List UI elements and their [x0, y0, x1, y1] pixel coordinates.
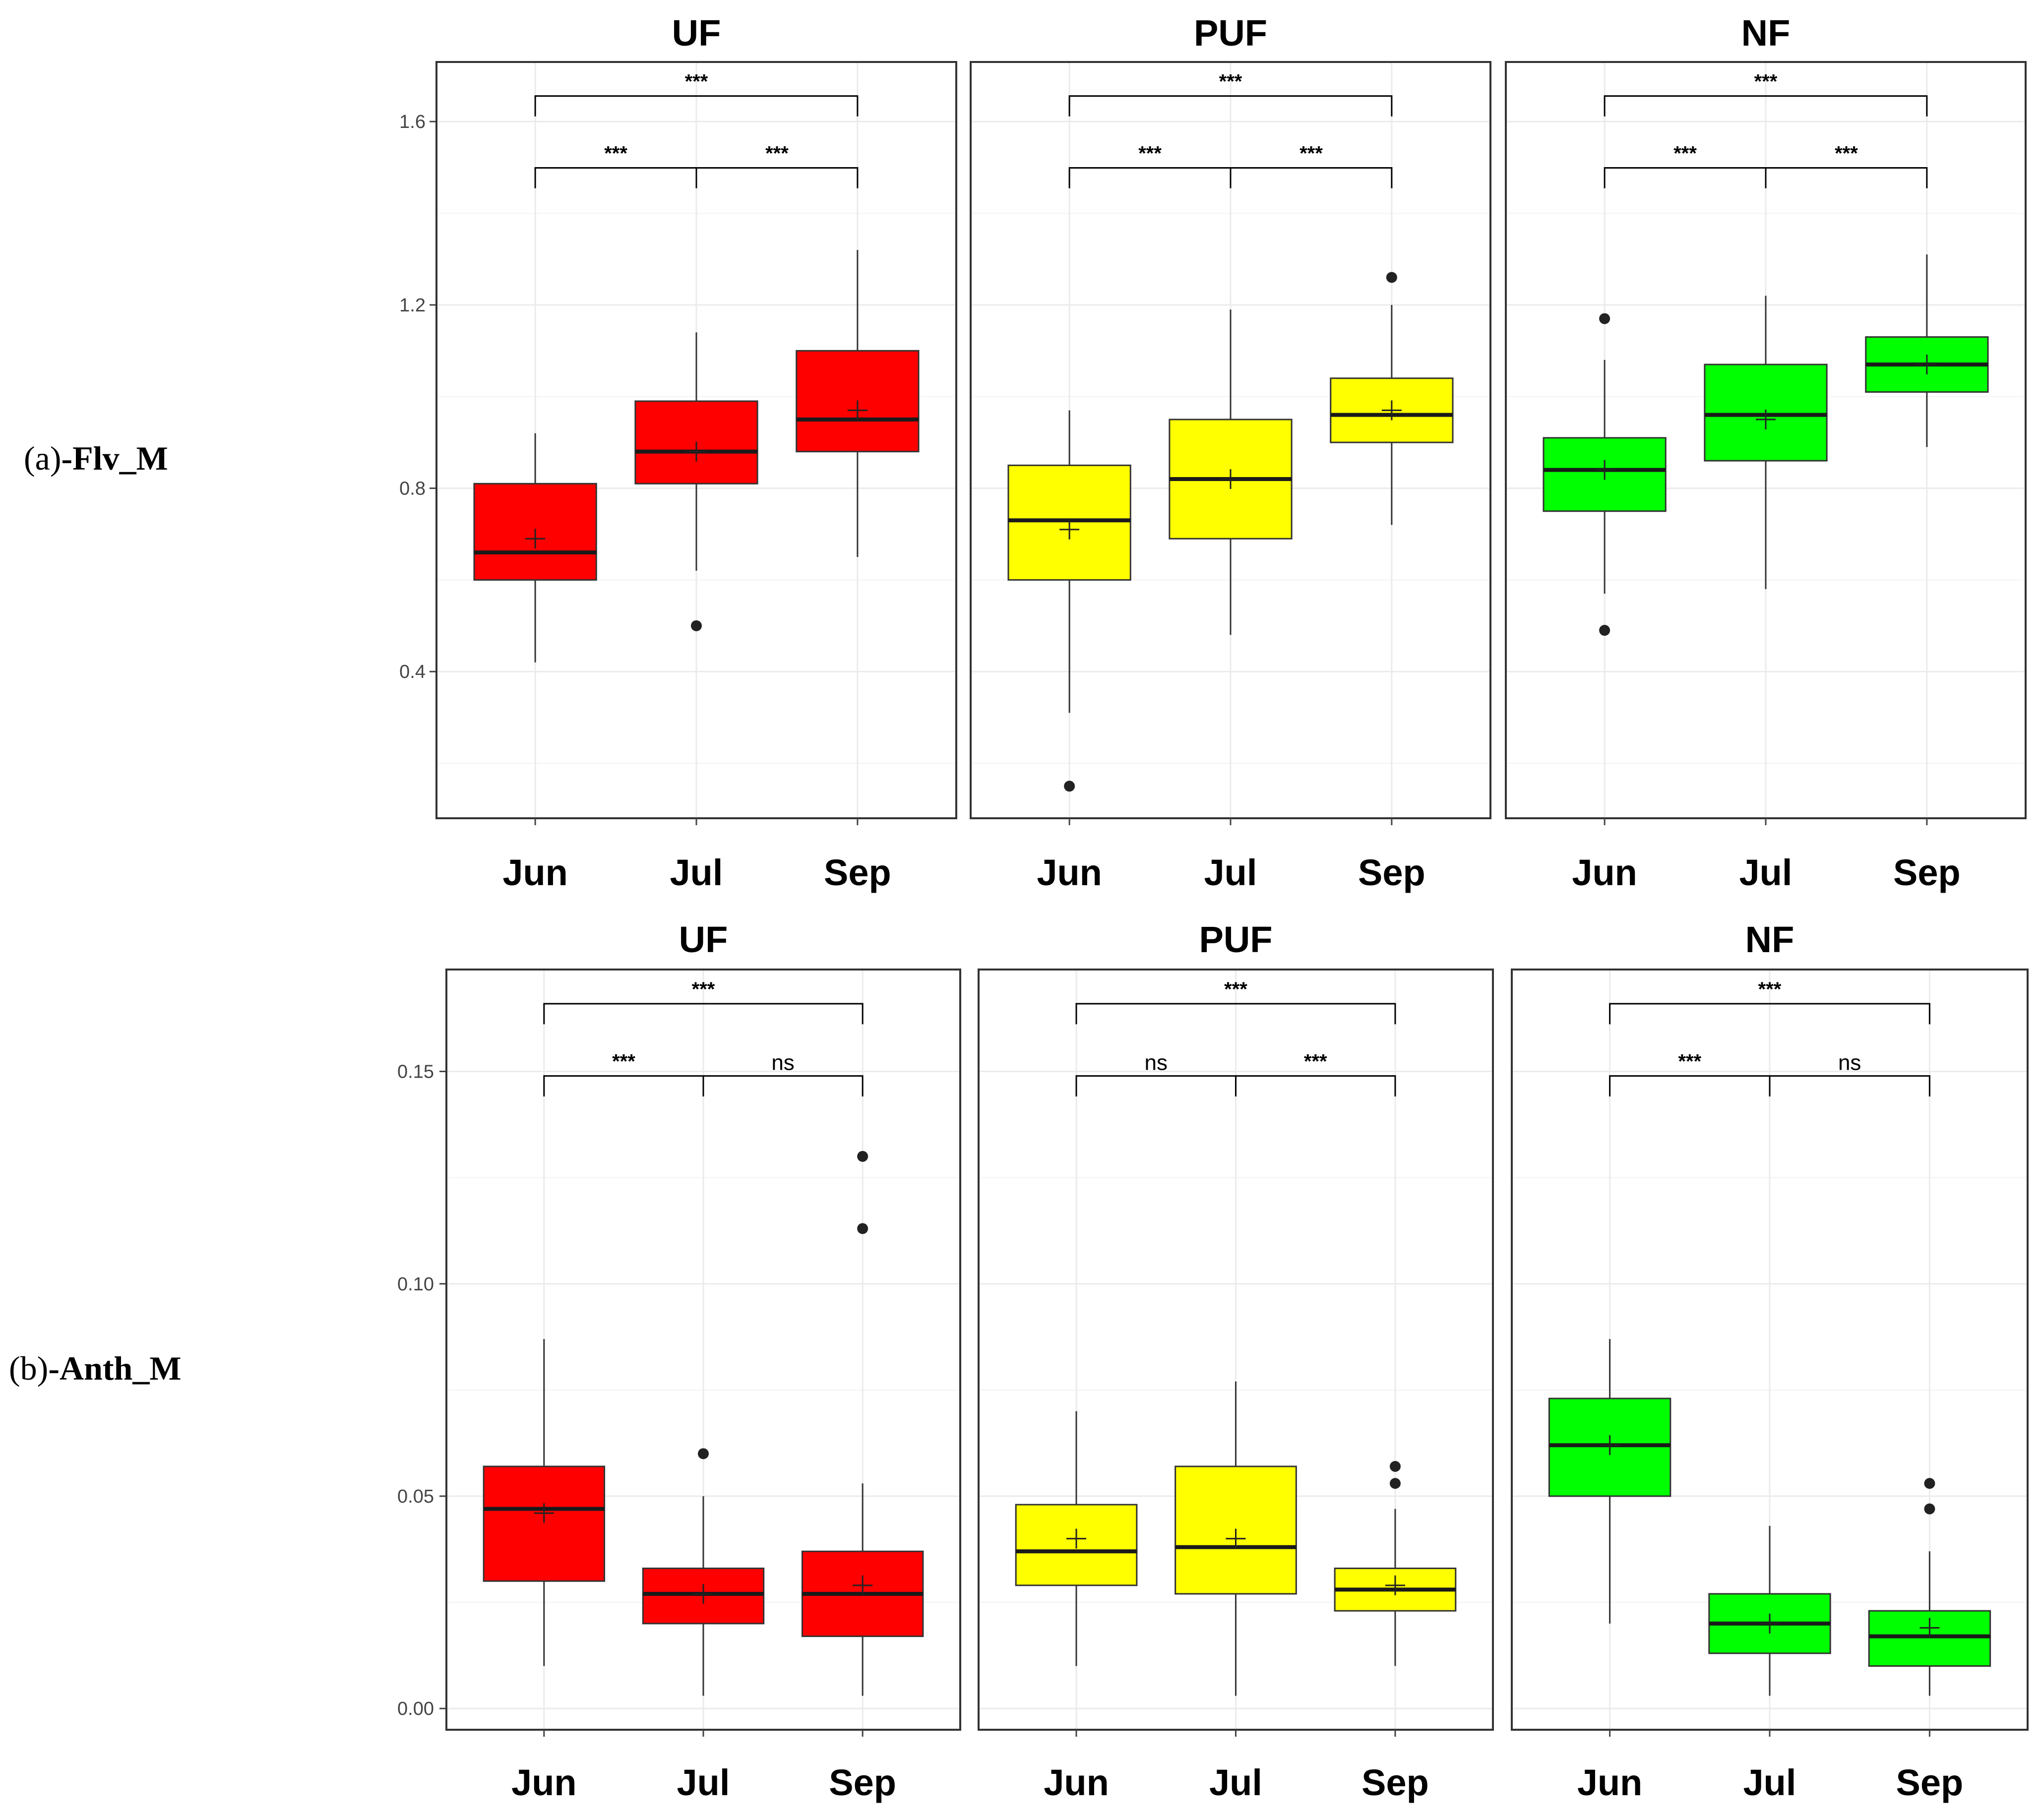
panel-uf: *** *** *** Jun Jul Sep UF: [435, 12, 957, 893]
sig-bracket-top: [1604, 95, 1928, 117]
outlier-point: [1389, 1461, 1401, 1472]
x-tick-label: Sep: [829, 1762, 896, 1803]
y-tick-label: 0.05: [397, 1486, 434, 1507]
y-tick-label: 1.2: [399, 295, 426, 316]
sig-bracket-pair: [1609, 1075, 1930, 1097]
sig-label-top: ***: [1224, 978, 1247, 1000]
row-label-anth: (b)-Anth_M: [9, 1349, 182, 1388]
sig-label-top: ***: [1754, 71, 1778, 93]
outlier-point: [698, 1448, 709, 1459]
sig-label-right: ns: [771, 1051, 794, 1075]
x-tick-label: Sep: [824, 852, 891, 893]
panel-nf: *** *** ns Jun Jul Sep NF: [1511, 919, 2029, 1803]
panel-uf: *** *** ns Jun Jul Sep UF: [445, 919, 961, 1803]
outlier-point: [1924, 1478, 1935, 1489]
sig-label-left: ***: [1678, 1051, 1701, 1073]
x-tick-label: Jun: [1572, 852, 1637, 893]
row-label-letter: b: [20, 1349, 37, 1387]
sig-bracket-top: [534, 95, 859, 117]
sig-label-left: ***: [1138, 143, 1162, 165]
sig-label-top: ***: [692, 978, 715, 1000]
x-tick-label: Jun: [1044, 1762, 1109, 1803]
panel-puf: *** ns *** Jun Jul Sep PUF: [978, 919, 1494, 1803]
x-tick-label: Sep: [1358, 852, 1425, 893]
x-tick-label: Jul: [1743, 1762, 1796, 1803]
sig-label-left: ***: [612, 1051, 635, 1073]
sig-label-right: ns: [1838, 1051, 1861, 1075]
sig-bracket-pair: [534, 167, 859, 188]
y-tick-label: 0.00: [397, 1699, 434, 1719]
panel-puf: *** *** *** Jun Jul Sep PUF: [970, 12, 1491, 893]
sig-label-left: ***: [604, 143, 627, 165]
y-tick-label: 0.15: [397, 1062, 434, 1083]
sig-bracket-pair: [543, 1075, 864, 1097]
box-jun: [483, 1465, 606, 1582]
y-tick-label: 0.4: [399, 662, 426, 682]
sig-bracket-top: [1068, 95, 1393, 117]
row-label-paren-open: (: [24, 439, 35, 477]
outlier-point: [1599, 313, 1610, 324]
panel-title: UF: [679, 919, 728, 960]
sig-bracket-pair: [1075, 1075, 1396, 1097]
outlier-point: [1386, 272, 1397, 283]
sig-bracket-top: [543, 1003, 864, 1025]
outlier-point: [1389, 1478, 1401, 1489]
x-tick-label: Jul: [1204, 852, 1257, 893]
outlier-point: [857, 1151, 868, 1162]
sig-label-right: ***: [765, 143, 789, 165]
x-tick-label: Sep: [1893, 852, 1961, 893]
row-label-text: -Anth_M: [48, 1349, 182, 1387]
sig-label-top: ***: [685, 71, 708, 93]
sig-bracket-top: [1075, 1003, 1396, 1025]
sig-bracket-pair: [1068, 167, 1393, 188]
panel-nf: *** *** *** Jun Jul Sep NF: [1505, 12, 2027, 893]
row-label-letter: a: [35, 439, 50, 477]
outlier-point: [691, 620, 702, 631]
sig-label-left: ***: [1673, 143, 1697, 165]
sig-label-top: ***: [1219, 71, 1242, 93]
x-tick-label: Jul: [1209, 1762, 1262, 1803]
y-tick-label: 0.10: [397, 1274, 434, 1295]
panel-title: PUF: [1194, 12, 1267, 54]
sig-label-right: ***: [1835, 143, 1858, 165]
panel-title: UF: [672, 12, 721, 54]
x-tick-label: Jun: [511, 1762, 577, 1803]
outlier-point: [1599, 625, 1610, 636]
row-label-paren-close: ): [50, 439, 62, 477]
row-label-flv: (a)-Flv_M: [24, 439, 168, 478]
outlier-point: [1064, 781, 1075, 792]
panel-title: PUF: [1199, 919, 1273, 960]
sig-label-right: ***: [1299, 143, 1323, 165]
outlier-point: [857, 1223, 868, 1234]
x-tick-label: Jul: [677, 1762, 730, 1803]
box-jul: [1704, 364, 1828, 462]
panel-title: NF: [1741, 12, 1791, 54]
x-tick-label: Jul: [1739, 852, 1793, 893]
row-label-paren-close: ): [37, 1349, 49, 1387]
x-tick-label: Jun: [502, 852, 568, 893]
sig-label-left: ns: [1145, 1051, 1168, 1075]
x-tick-label: Sep: [1896, 1762, 1964, 1803]
x-tick-label: Jun: [1577, 1762, 1643, 1803]
y-tick-label: 0.8: [399, 479, 426, 499]
panel-title: NF: [1745, 919, 1794, 960]
outlier-point: [1924, 1503, 1935, 1515]
y-tick-label: 1.6: [399, 112, 426, 132]
x-tick-label: Jul: [670, 852, 723, 893]
sig-label-top: ***: [1758, 978, 1782, 1000]
x-tick-label: Jun: [1037, 852, 1102, 893]
x-tick-label: Sep: [1361, 1762, 1429, 1803]
row-label-text: -Flv_M: [61, 439, 168, 477]
sig-label-right: ***: [1304, 1051, 1327, 1073]
row-label-paren-open: (: [9, 1349, 20, 1387]
sig-bracket-top: [1609, 1003, 1930, 1025]
sig-bracket-pair: [1604, 167, 1928, 188]
